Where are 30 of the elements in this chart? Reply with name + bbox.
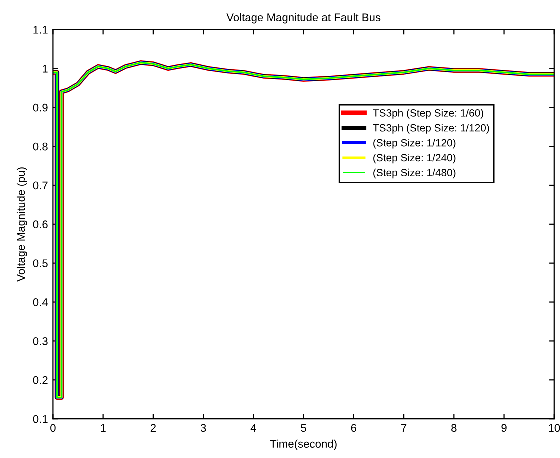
y-tick-label: 0.7 [33,182,48,190]
x-tick-label: 1 [101,424,106,432]
chart-title: Voltage Magnitude at Fault Bus [226,13,381,24]
x-tick-label: 10 [549,424,560,432]
legend-label: (Step Size: 1/120) [374,139,456,149]
y-tick-label: 1.1 [34,26,48,34]
y-tick-label: 0.6 [33,220,48,229]
y-tick-label: 0.2 [33,376,48,384]
x-axis-title: Time(second) [270,440,337,450]
x-tick-label: 2 [150,424,156,432]
legend-label: (Step Size: 1/480) [374,168,456,179]
y-tick-label: 0.5 [33,260,48,268]
x-tick-label: 9 [502,424,507,432]
legend-label: TS3ph (Step Size: 1/60) [373,109,484,119]
y-axis-title: Voltage Magnitude (pu) [16,168,28,282]
y-tick-label: 0.4 [33,298,48,306]
y-tick-label: 0.8 [33,142,48,151]
y-tick-label: 0.1 [33,415,48,424]
x-tick-label: 6 [351,424,357,432]
legend-label: (Step Size: 1/240) [374,154,456,164]
y-tick-label: 0.9 [33,104,48,112]
y-tick-label: 0.3 [33,337,48,346]
x-tick-label: 5 [301,424,306,432]
x-tick-label: 3 [200,424,206,432]
y-tick-label: 1 [43,65,48,73]
legend-label: TS3ph (Step Size: 1/120) [373,124,490,134]
x-tick-label: 7 [402,424,407,432]
x-tick-label: 8 [452,424,457,432]
x-tick-label: 0 [50,424,56,432]
x-tick-label: 4 [250,424,256,432]
